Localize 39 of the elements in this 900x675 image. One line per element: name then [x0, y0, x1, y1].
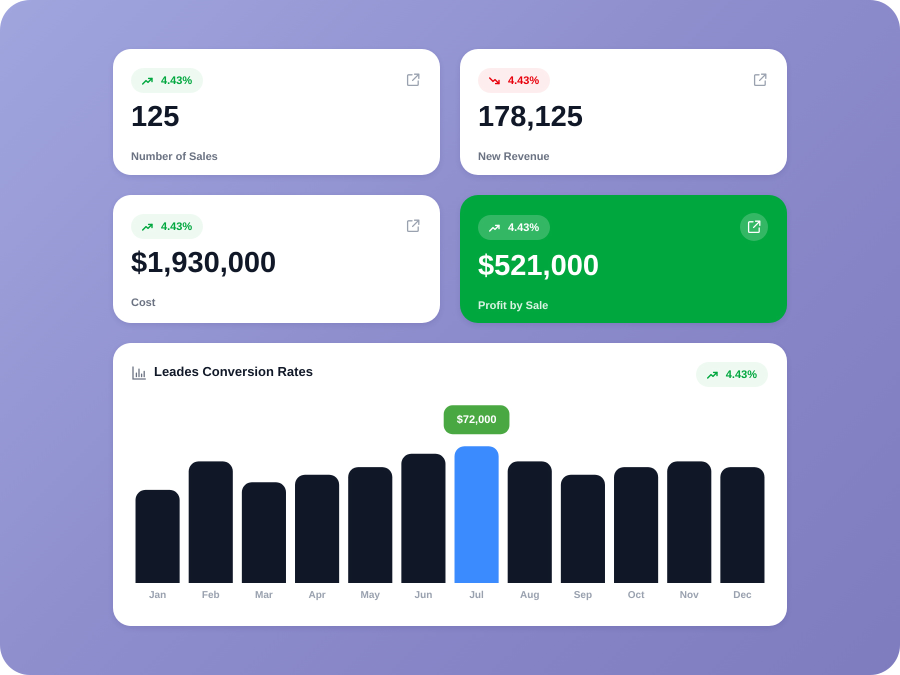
x-tick-label: Nov — [680, 590, 700, 601]
bar — [348, 467, 392, 583]
x-tick-label: Jun — [414, 590, 432, 601]
bar — [242, 482, 286, 583]
trend-badge: 4.43% — [131, 214, 204, 239]
bar — [720, 467, 764, 583]
text: New Revenue — [478, 150, 550, 164]
text: Profit by Sale — [478, 299, 548, 313]
text: 178,125 — [478, 100, 583, 135]
x-tick-label: Jan — [148, 590, 166, 601]
text: 125 — [131, 100, 180, 135]
x-tick-label: Aug — [520, 590, 540, 601]
x-tick-label: Dec — [733, 590, 752, 601]
x-tick-label: May — [360, 590, 380, 601]
text: Cost — [131, 296, 156, 310]
chart-title: Leades Conversion Rates — [154, 364, 313, 380]
text: Number of Sales — [131, 150, 218, 164]
bar — [295, 474, 340, 583]
bar — [614, 467, 658, 583]
trend-badge: 4.43% — [131, 68, 204, 93]
bar — [508, 461, 552, 583]
bar — [454, 446, 499, 583]
x-tick-label: Oct — [628, 590, 646, 601]
x-tick-label: Mar — [255, 590, 273, 601]
bar — [667, 461, 712, 583]
data-label: $72,000 — [456, 414, 496, 426]
trend-badge: 4.43% — [478, 68, 550, 93]
bar — [188, 461, 233, 583]
text: $1,930,000 — [131, 246, 276, 281]
x-tick-label: Jul — [469, 590, 484, 601]
trend-badge: 4.43% — [696, 362, 768, 387]
bar — [560, 474, 605, 583]
text: $521,000 — [478, 249, 599, 284]
x-tick-label: Sep — [574, 590, 592, 601]
bar — [136, 490, 180, 583]
x-tick-label: Feb — [202, 590, 220, 601]
bar — [401, 454, 446, 583]
x-tick-label: Apr — [308, 590, 326, 601]
trend-badge: 4.43% — [478, 215, 550, 240]
